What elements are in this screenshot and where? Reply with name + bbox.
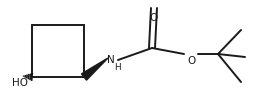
Text: H: H: [114, 64, 120, 73]
Text: O: O: [187, 56, 195, 66]
Text: O: O: [150, 13, 158, 23]
Text: N: N: [107, 55, 115, 65]
Polygon shape: [82, 58, 108, 80]
Text: HO: HO: [12, 78, 28, 88]
